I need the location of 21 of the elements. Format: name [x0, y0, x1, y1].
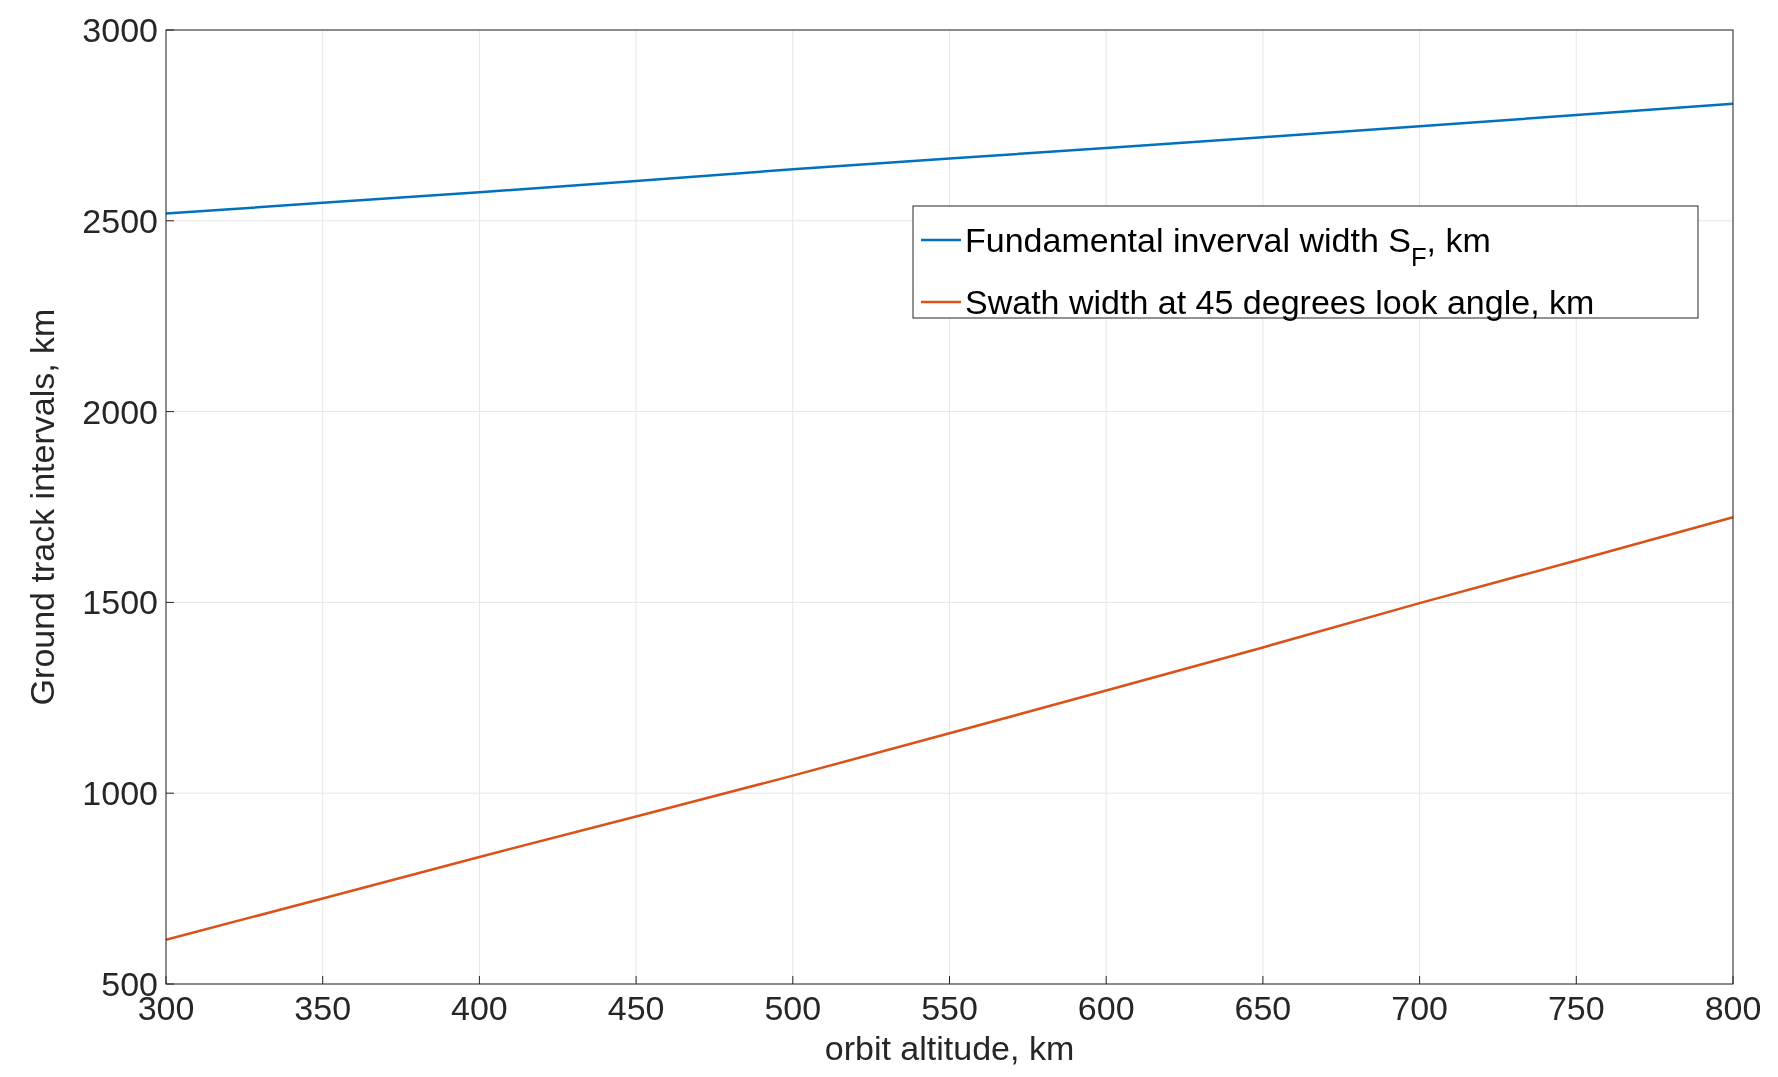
- x-tick-label: 700: [1391, 989, 1448, 1027]
- y-tick-label: 2000: [82, 392, 158, 431]
- y-tick-label: 3000: [82, 10, 158, 49]
- y-tick-label: 1000: [82, 774, 158, 813]
- y-tick-label: 2500: [82, 201, 158, 240]
- y-axis-title: Ground track intervals, km: [23, 308, 61, 706]
- legend-label: Fundamental inverval width S$_{F}$, km: [965, 220, 1491, 271]
- y-tick-label: 1500: [82, 583, 158, 622]
- x-tick-label: 750: [1547, 989, 1605, 1027]
- x-tick-label: 350: [294, 989, 352, 1027]
- x-tick-label: 500: [764, 989, 822, 1027]
- line-series: [164, 102, 1735, 215]
- x-axis-title: orbit altitude, km: [824, 1029, 1075, 1067]
- line-series: [164, 516, 1735, 941]
- x-tick-label: 600: [1077, 989, 1135, 1027]
- x-tick-label: 550: [921, 989, 978, 1027]
- x-tick-label: 400: [451, 989, 508, 1027]
- x-tick-label: 450: [607, 989, 665, 1027]
- legend-label: Swath width at 45 degrees look angle, km: [965, 282, 1595, 321]
- x-tick-label: 800: [1704, 989, 1762, 1027]
- x-tick-label: 650: [1234, 989, 1292, 1027]
